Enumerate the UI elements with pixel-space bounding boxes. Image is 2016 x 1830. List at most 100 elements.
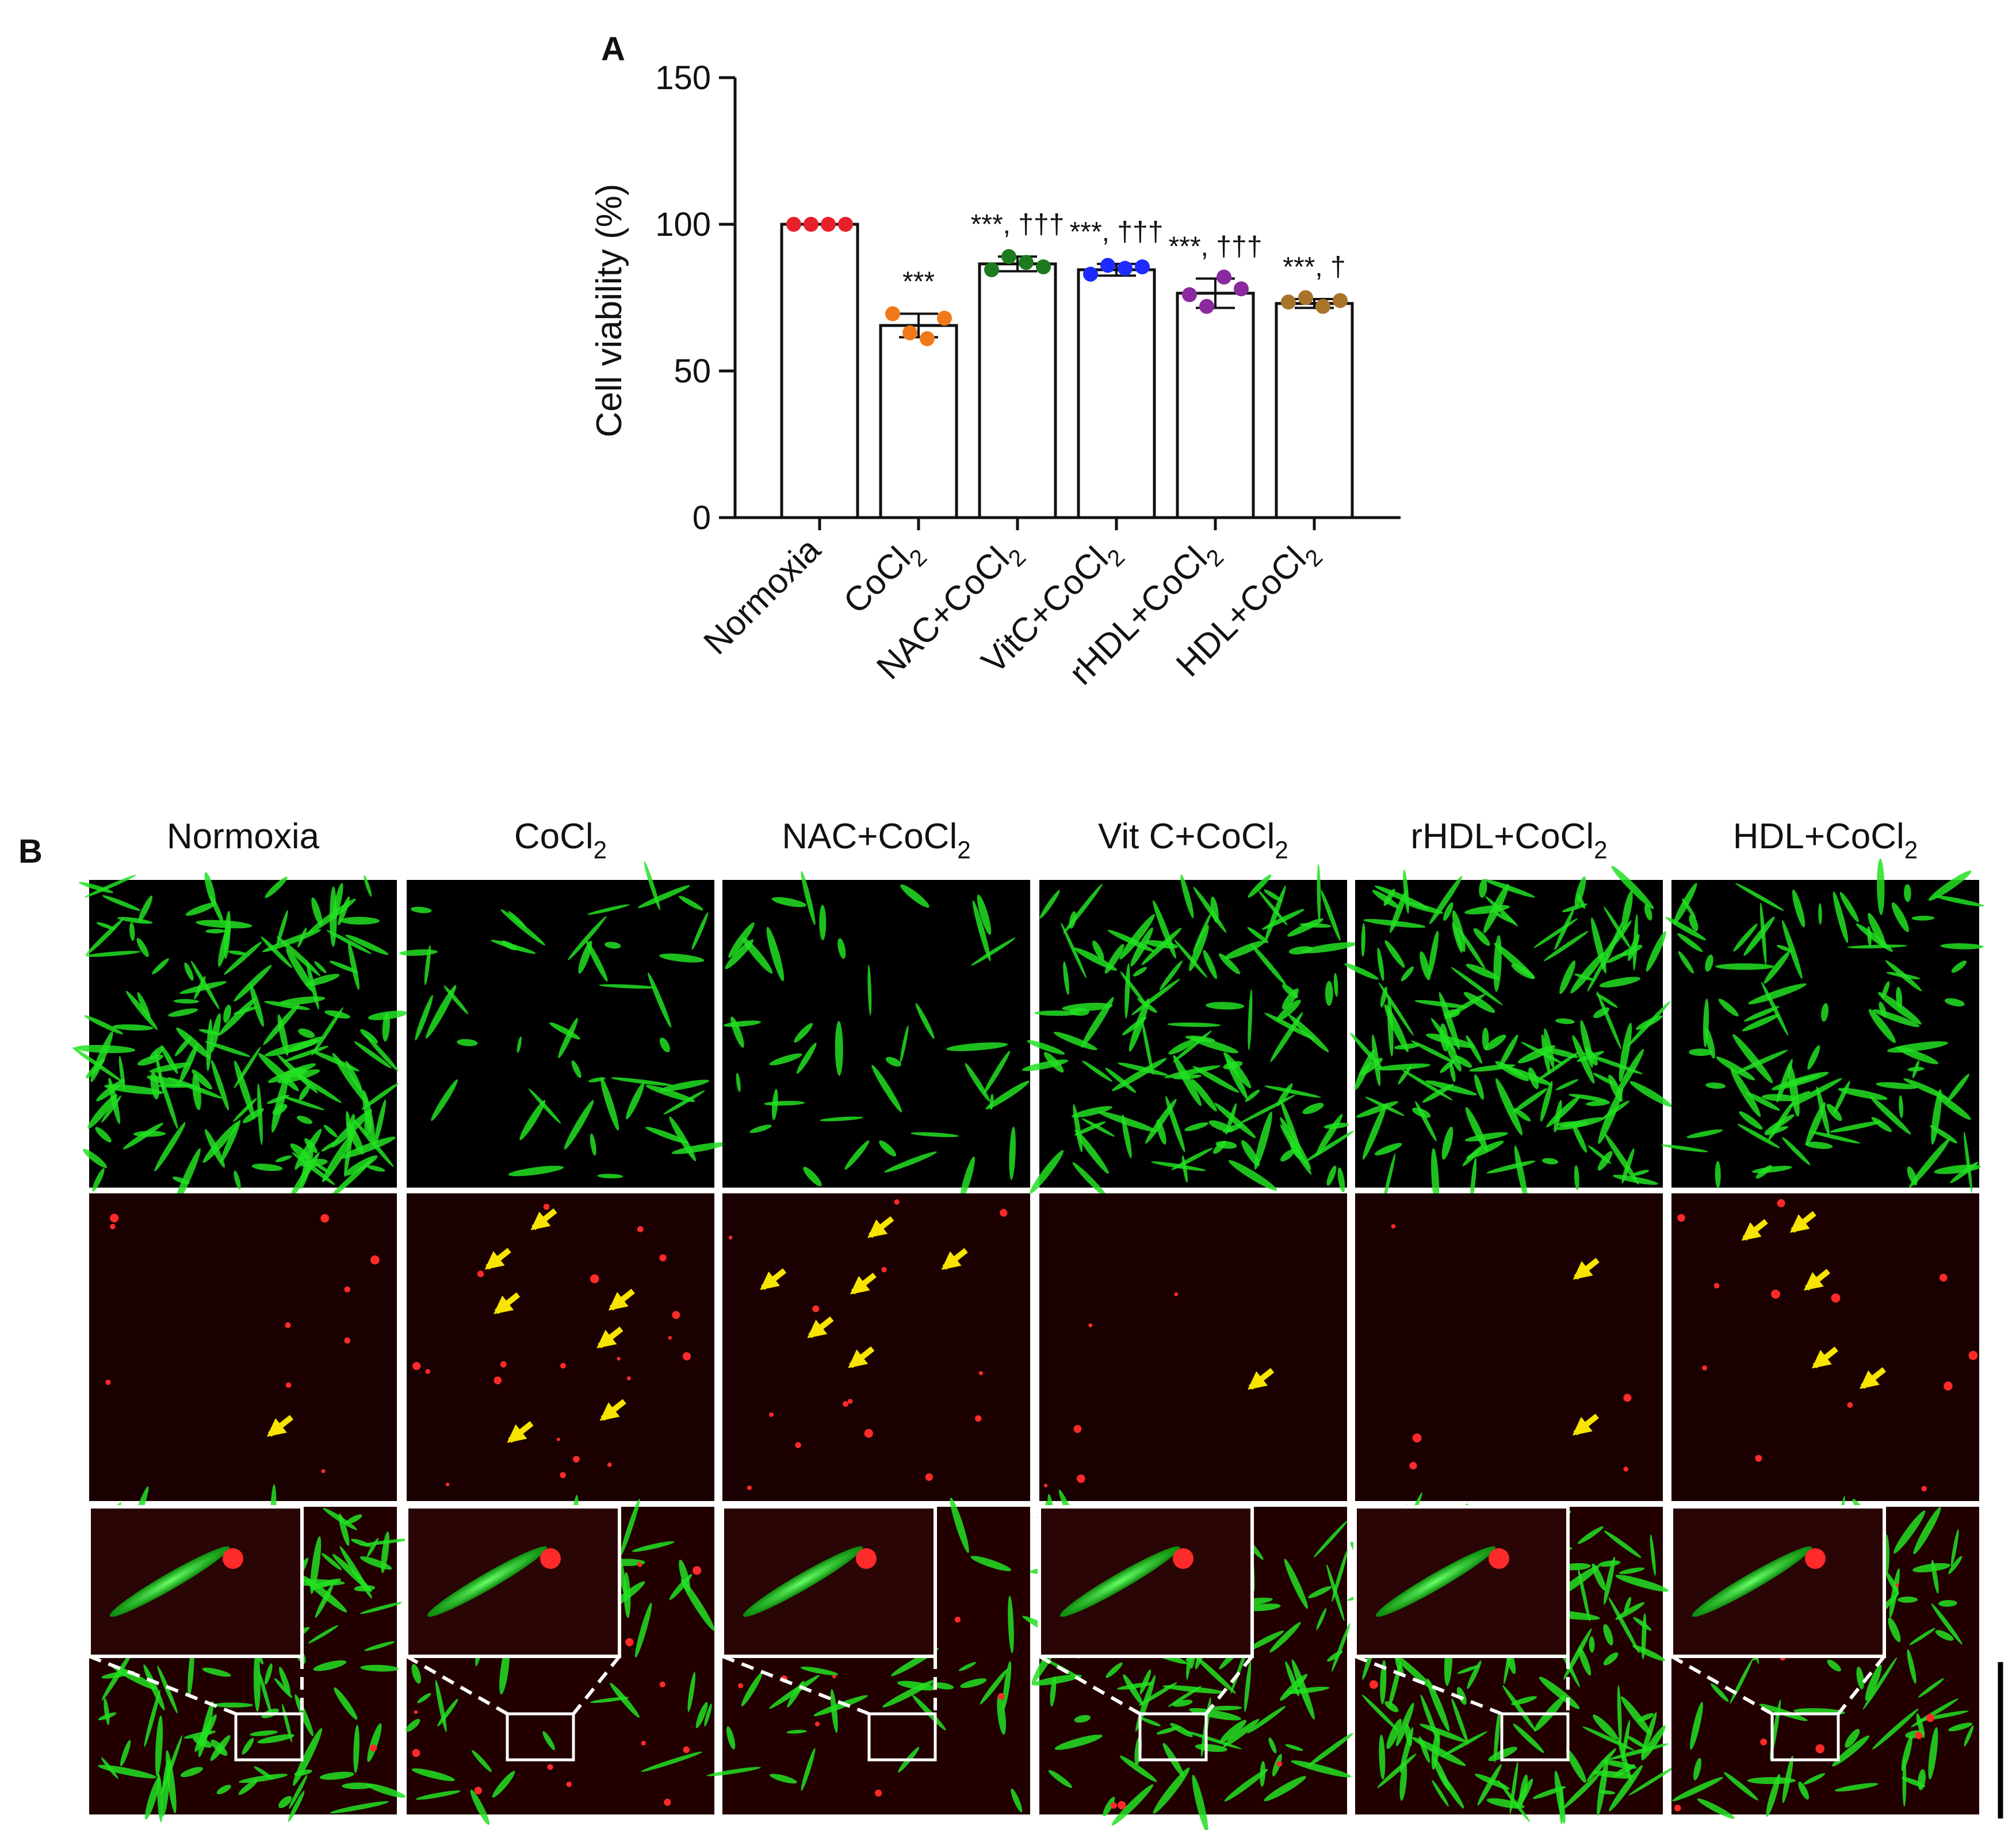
live-cell: [728, 922, 755, 958]
live-cell: [1514, 1145, 1528, 1204]
live-cell: [641, 1751, 702, 1772]
live-cell: [1766, 1774, 1781, 1817]
micrograph-live-2: [722, 871, 1030, 1200]
live-cell: [155, 1715, 163, 1777]
micrograph-live-1: [399, 861, 727, 1188]
dead-cell: [738, 1683, 744, 1689]
dead-cell: [925, 1473, 933, 1481]
live-cell: [258, 1671, 273, 1717]
live-cell: [600, 1077, 619, 1131]
live-cell: [137, 992, 151, 1020]
live-cell: [406, 1718, 420, 1732]
live-cell: [1443, 1009, 1460, 1018]
live-cell: [1264, 1776, 1306, 1801]
live-cell: [1574, 1165, 1579, 1190]
data-point: [1217, 269, 1231, 285]
column-header-main: Vit C+CoCl: [1098, 817, 1275, 856]
live-cell: [1759, 902, 1767, 965]
column-header-subscript: 2: [1275, 836, 1288, 863]
micrograph-grid: Normoxia CoCl2 NAC+CoCl2 Vit C+CoCl2 rHDL+Co…: [72, 817, 1984, 1830]
live-cell: [1833, 1081, 1850, 1115]
live-cell: [96, 922, 116, 930]
live-cell: [1587, 1145, 1612, 1164]
live-cell: [1170, 1722, 1193, 1737]
live-cell: [1832, 1735, 1870, 1767]
live-cell: [1398, 1065, 1412, 1085]
zoom-connector: [1204, 1655, 1254, 1715]
live-cell: [644, 861, 660, 910]
live-cell: [86, 918, 124, 956]
bar: [978, 262, 1057, 519]
y-axis-label: Cell viability (%): [590, 184, 629, 438]
live-cell: [129, 922, 135, 941]
live-cell: [238, 1779, 258, 1795]
live-cell: [1003, 1661, 1012, 1710]
dead-cell: [728, 1235, 733, 1240]
live-cell: [1031, 1674, 1082, 1686]
live-cell: [1030, 1150, 1064, 1194]
micrograph-dead-4: [1355, 1193, 1663, 1501]
live-cell: [308, 1625, 339, 1644]
micrograph-live-4: [1344, 866, 1672, 1209]
dead-cell: [1409, 1461, 1417, 1470]
live-cell: [632, 1541, 675, 1552]
live-cell: [1063, 883, 1103, 934]
live-cell: [1868, 913, 1887, 948]
live-cell: [659, 1037, 670, 1052]
dead-cell: [556, 1437, 560, 1441]
live-cell: [324, 1010, 351, 1019]
live-cell: [1228, 1160, 1277, 1191]
dead-cell: [607, 1463, 612, 1467]
live-cell: [706, 1767, 761, 1777]
live-cell: [1872, 1708, 1919, 1750]
dead-cell: [975, 1415, 982, 1422]
live-cell: [218, 922, 231, 967]
dead-cell: [320, 1213, 330, 1223]
live-cell: [138, 895, 153, 922]
live-cell: [1935, 1093, 1971, 1120]
live-cell: [1378, 982, 1414, 1036]
micrograph-merge-2: [706, 1498, 1030, 1814]
live-cell: [1291, 1760, 1352, 1778]
live-cell: [411, 1664, 421, 1684]
data-point: [821, 217, 836, 232]
yellow-arrow: [530, 1208, 557, 1231]
live-cell: [620, 1498, 640, 1556]
live-cell: [1264, 1012, 1315, 1040]
live-cell: [1918, 1678, 1944, 1698]
live-cell: [1466, 1035, 1482, 1064]
live-cell: [1139, 1669, 1152, 1694]
live-cell: [415, 1790, 461, 1800]
dead-cell: [814, 1721, 820, 1726]
live-cell: [338, 896, 350, 926]
live-cell: [1555, 1018, 1575, 1024]
column-header: rHDL+CoCl2: [1410, 817, 1607, 863]
yellow-arrow: [608, 1288, 635, 1311]
live-cell: [1876, 1082, 1918, 1089]
live-cell: [1072, 1106, 1112, 1118]
live-cell: [366, 1538, 378, 1557]
micrograph-merge-4: [1347, 1492, 1675, 1825]
micrograph-live-5: [1661, 858, 1984, 1193]
yellow-arrow: [1248, 1368, 1275, 1390]
zoomed-live-cell: [1692, 1546, 1812, 1617]
live-cell: [648, 972, 672, 1028]
live-cell: [500, 909, 545, 946]
live-cell: [1281, 988, 1299, 1010]
dead-cell: [1088, 1323, 1093, 1327]
live-cell: [1280, 1099, 1301, 1151]
live-cell: [1377, 1754, 1417, 1788]
live-cell: [1441, 1127, 1453, 1160]
live-cell: [364, 875, 372, 897]
live-cell: [590, 1133, 596, 1156]
live-cell: [83, 1148, 107, 1168]
live-cell: [1604, 906, 1632, 950]
live-cell: [351, 1538, 372, 1547]
micrograph-dead-3: [1039, 1193, 1347, 1501]
live-cell: [1315, 1113, 1343, 1156]
live-cell: [84, 875, 136, 898]
dead-cell: [477, 1270, 484, 1277]
yellow-arrow: [1741, 1219, 1768, 1241]
live-cell: [1467, 1660, 1482, 1689]
live-cell: [1362, 1102, 1387, 1160]
